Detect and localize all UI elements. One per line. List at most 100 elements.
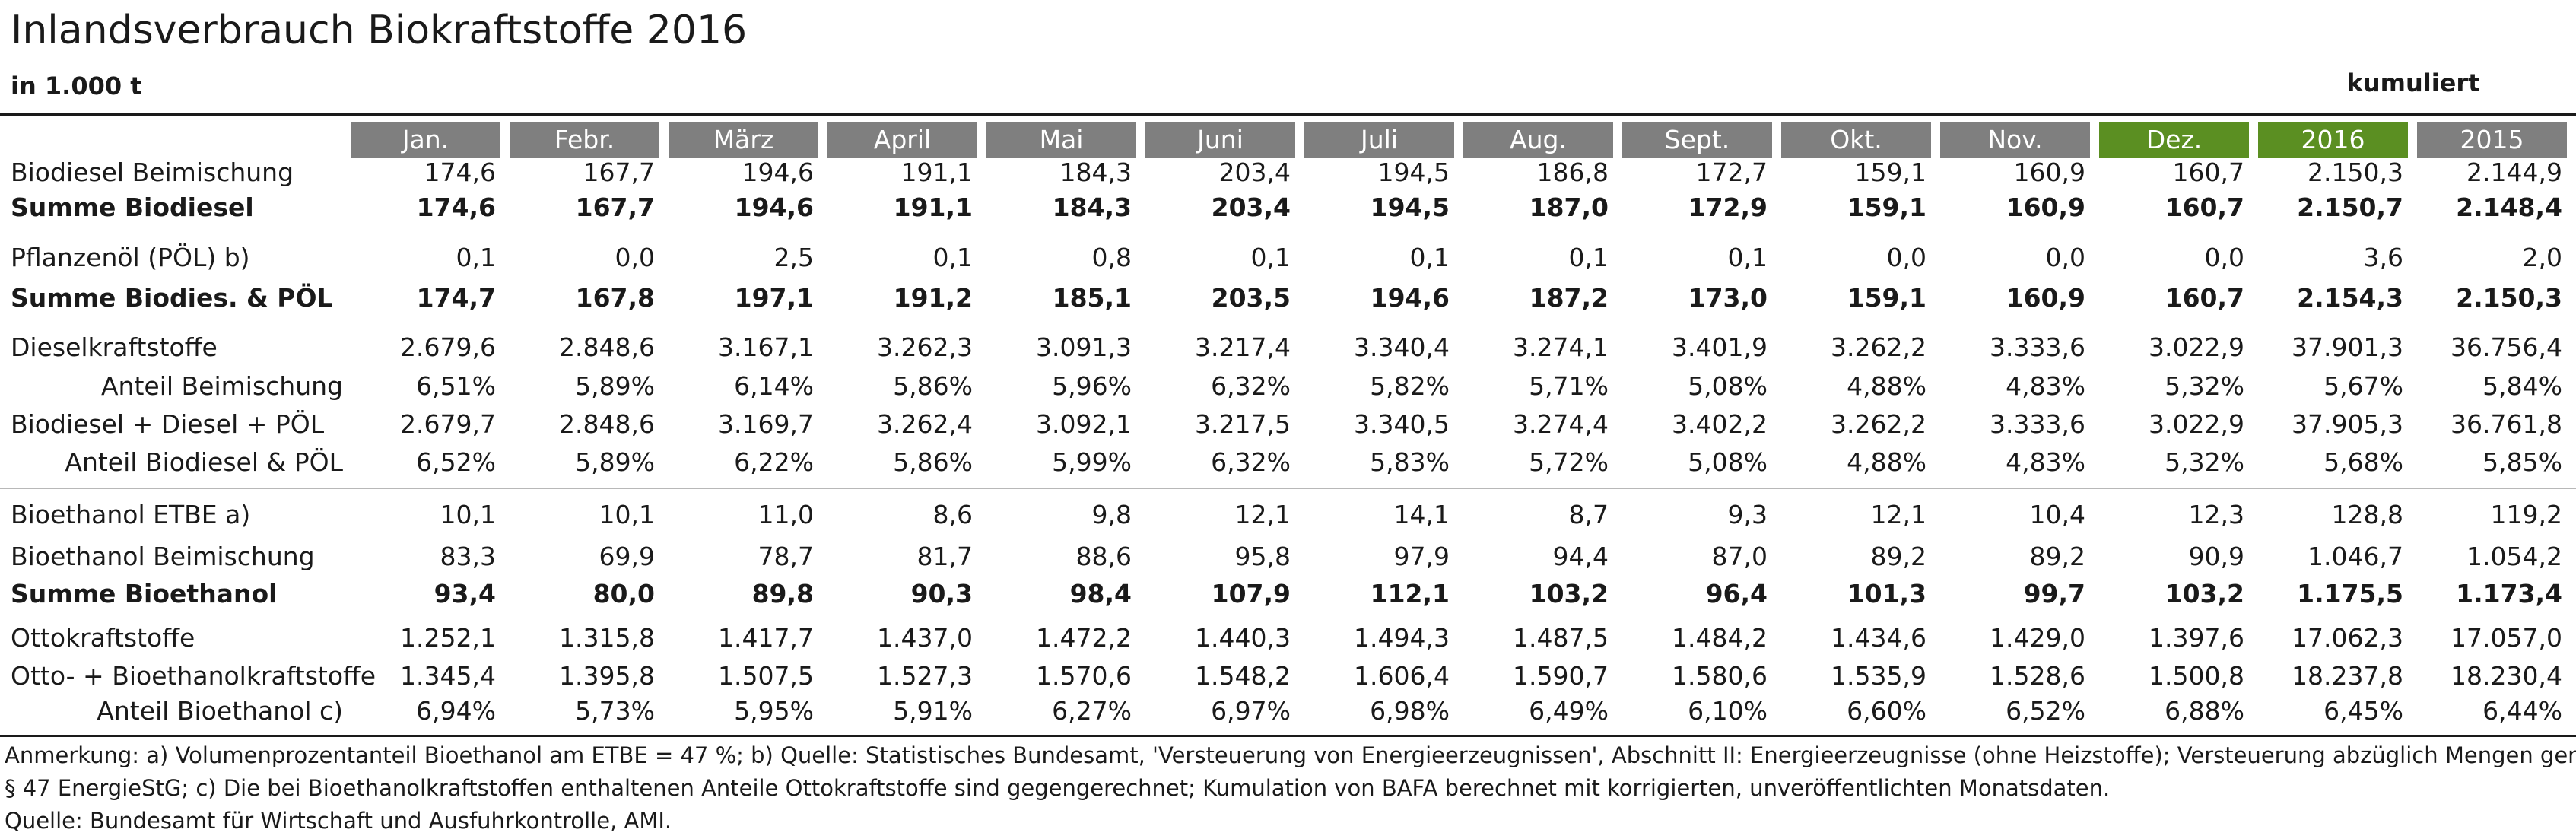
- table-cell: 2.150,3: [2456, 283, 2562, 313]
- table-cell: 0,1: [1409, 243, 1450, 272]
- table-cell: 1.484,2: [1672, 623, 1768, 653]
- table-cell: 6,60%: [1847, 696, 1926, 726]
- table-cell: 186,8: [1536, 157, 1609, 187]
- table-cell: 1.507,5: [718, 661, 814, 691]
- table-cell: 6,14%: [734, 371, 814, 401]
- column-header: Aug.: [1463, 122, 1613, 158]
- table-cell: 3.217,4: [1195, 332, 1291, 362]
- table-cell: 1.528,6: [1990, 661, 2085, 691]
- column-header: Juni: [1145, 122, 1295, 158]
- table-cell: 159,1: [1847, 283, 1926, 313]
- table-cell: 1.434,6: [1831, 623, 1926, 653]
- table-cell: 2.154,3: [2297, 283, 2403, 313]
- table-cell: 174,6: [424, 157, 496, 187]
- row-label: Dieselkraftstoffe: [11, 332, 218, 362]
- table-cell: 1.440,3: [1195, 623, 1291, 653]
- table-cell: 103,2: [1529, 579, 1609, 609]
- table-row: Anteil Biodiesel & PÖL 6,52% 5,89% 6,22% 5,8…: [0, 444, 2576, 481]
- table-cell: 191,1: [900, 157, 973, 187]
- table-cell: 90,9: [2188, 542, 2244, 571]
- table-header: Jan. Febr. März April Mai Juni Juli Aug. Sept. Ok…: [0, 122, 2576, 158]
- table-cell: 17.062,3: [2292, 623, 2403, 653]
- column-header: Jan.: [351, 122, 500, 158]
- table-cell: 172,7: [1695, 157, 1768, 187]
- table-cell: 159,1: [1854, 157, 1926, 187]
- table-cell: 3,6: [2363, 243, 2403, 272]
- table-cell: 3.262,4: [877, 409, 973, 439]
- table-cell: 160,9: [2013, 157, 2085, 187]
- table-cell: 3.262,2: [1831, 409, 1926, 439]
- row-label: Biodiesel Beimischung: [11, 157, 294, 187]
- table-cell: 0,1: [1568, 243, 1609, 272]
- table-cell: 78,7: [758, 542, 814, 571]
- table-cell: 2,5: [773, 243, 814, 272]
- table-cell: 174,7: [416, 283, 496, 313]
- table-cell: 10,4: [2029, 500, 2085, 529]
- table-cell: 69,9: [599, 542, 655, 571]
- table-cell: 3.333,6: [1990, 409, 2085, 439]
- table-cell: 0,1: [1727, 243, 1768, 272]
- table-cell: 5,32%: [2165, 447, 2244, 477]
- table-cell: 1.252,1: [400, 623, 496, 653]
- table-cell: 167,7: [583, 157, 655, 187]
- page-title: Inlandsverbrauch Biokraftstoffe 2016: [11, 8, 748, 53]
- table-cell: 18.237,8: [2292, 661, 2403, 691]
- table-cell: 6,22%: [734, 447, 814, 477]
- table-cell: 167,8: [575, 283, 655, 313]
- table-row: Summe Biodiesel 174,6 167,7 194,6 191,1 184,3…: [0, 189, 2576, 226]
- column-header: Okt.: [1781, 122, 1931, 158]
- table-cell: 6,45%: [2323, 696, 2403, 726]
- table-cell: 37.901,3: [2292, 332, 2403, 362]
- table-row: Biodiesel + Diesel + PÖL 2.679,7 2.848,6 3.…: [0, 406, 2576, 443]
- table-cell: 37.905,3: [2292, 409, 2403, 439]
- table-cell: 2.144,9: [2466, 157, 2562, 187]
- table-cell: 5,82%: [1370, 371, 1450, 401]
- row-label: Ottokraftstoffe: [11, 623, 195, 653]
- table-cell: 80,0: [592, 579, 655, 609]
- table-cell: 160,9: [2006, 192, 2085, 222]
- table-cell: 4,83%: [2006, 447, 2085, 477]
- table-cell: 5,08%: [1688, 447, 1768, 477]
- table-cell: 1.570,6: [1036, 661, 1132, 691]
- table-cell: 2.848,6: [559, 332, 655, 362]
- table-cell: 6,52%: [416, 447, 496, 477]
- table-cell: 81,7: [916, 542, 973, 571]
- table-cell: 5,95%: [734, 696, 814, 726]
- table-cell: 4,88%: [1847, 447, 1926, 477]
- table-cell: 1.527,3: [877, 661, 973, 691]
- table-cell: 90,3: [910, 579, 973, 609]
- table-cell: 2,0: [2522, 243, 2562, 272]
- table-cell: 128,8: [2331, 500, 2403, 529]
- top-rule: [0, 113, 2576, 116]
- table-row: Bioethanol Beimischung 83,3 69,9 78,7 81,7 88…: [0, 539, 2576, 575]
- table-cell: 0,0: [1886, 243, 1926, 272]
- row-label: Bioethanol Beimischung: [11, 542, 315, 571]
- table-cell: 96,4: [1705, 579, 1768, 609]
- table-cell: 194,6: [742, 157, 814, 187]
- unit-label: in 1.000 t: [11, 72, 142, 100]
- table-cell: 1.535,9: [1831, 661, 1926, 691]
- table-cell: 184,3: [1059, 157, 1132, 187]
- table-cell: 18.230,4: [2451, 661, 2562, 691]
- table-row: Biodiesel Beimischung 174,6 167,7 194,6 191,…: [0, 154, 2576, 191]
- table-cell: 10,1: [599, 500, 655, 529]
- table-cell: 5,73%: [575, 696, 655, 726]
- row-label: Anteil Beimischung: [100, 371, 343, 401]
- table-cell: 1.548,2: [1195, 661, 1291, 691]
- table-cell: 2.848,6: [559, 409, 655, 439]
- table-cell: 99,7: [2023, 579, 2085, 609]
- table-cell: 191,1: [893, 192, 973, 222]
- table-cell: 3.167,1: [718, 332, 814, 362]
- table-cell: 94,4: [1552, 542, 1609, 571]
- table-cell: 1.397,6: [2149, 623, 2244, 653]
- table-cell: 160,7: [2172, 157, 2244, 187]
- table-cell: 3.340,4: [1354, 332, 1450, 362]
- row-label: Summe Bioethanol: [11, 579, 278, 609]
- table-cell: 9,3: [1727, 500, 1768, 529]
- table-cell: 1.500,8: [2149, 661, 2244, 691]
- column-header: April: [827, 122, 977, 158]
- column-header: Dez.: [2099, 122, 2249, 158]
- table-cell: 12,3: [2188, 500, 2244, 529]
- table-cell: 184,3: [1052, 192, 1132, 222]
- table-cell: 1.395,8: [559, 661, 655, 691]
